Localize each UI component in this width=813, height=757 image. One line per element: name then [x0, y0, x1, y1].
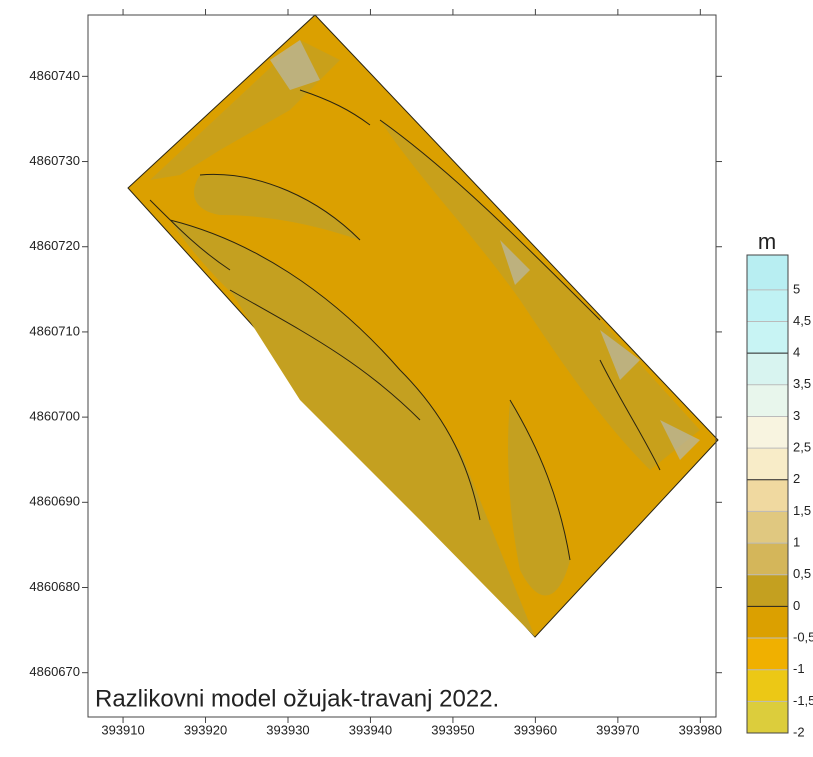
- zone: [508, 400, 570, 596]
- colorbar-tick-label: 5: [793, 281, 800, 296]
- colorbar-band: [747, 669, 788, 702]
- colorbar-band: [747, 255, 788, 290]
- x-tick-label: 393970: [596, 722, 639, 737]
- survey-area: [127, 14, 719, 638]
- x-tick-label: 393930: [266, 722, 309, 737]
- y-tick-label: 4860670: [29, 664, 80, 679]
- map-surface: [127, 14, 719, 638]
- colorbar-band: [747, 511, 788, 544]
- colorbar-tick-label: 0,5: [793, 566, 811, 581]
- contour-line: [149, 89, 661, 561]
- colorbar-tick-label: -1: [793, 661, 805, 676]
- colorbar-band: [747, 543, 788, 575]
- colorbar-band: [747, 701, 788, 733]
- y-tick-label: 4860700: [29, 409, 80, 424]
- colorbar-tick-label: 0: [793, 598, 800, 613]
- colorbar-tick-label: 3: [793, 408, 800, 423]
- colorbar-band: [747, 574, 788, 607]
- zone: [230, 290, 535, 637]
- colorbar-tick-label: -2: [793, 724, 805, 739]
- y-tick-label: 4860740: [29, 68, 80, 83]
- colorbar-tick-label: 3,5: [793, 376, 811, 391]
- colorbar-band: [747, 638, 788, 670]
- y-tick-label: 4860730: [29, 153, 80, 168]
- x-tick-label: 393910: [101, 722, 144, 737]
- colorbar-title: m: [758, 229, 776, 254]
- x-tick-label: 393940: [349, 722, 392, 737]
- y-tick-label: 4860710: [29, 323, 80, 338]
- colorbar-frame: [746, 254, 789, 734]
- annotation: Razlikovni model ožujak-travanj 2022.: [95, 685, 499, 712]
- colorbar-band: [747, 353, 788, 385]
- colorbar-tick-label: 4,5: [793, 313, 811, 328]
- colorbar-tick-label: 1,5: [793, 503, 811, 518]
- y-tick-label: 4860720: [29, 238, 80, 253]
- colorbar-tick-label: -1,5: [793, 693, 813, 708]
- colorbar-tick-label: 2,5: [793, 440, 811, 455]
- colorbar-tick-label: 4: [793, 345, 800, 360]
- colorbar-tick-label: 2: [793, 471, 800, 486]
- colorbar-band: [747, 479, 788, 512]
- y-tick-label: 4860680: [29, 579, 80, 594]
- colorbar-band: [747, 606, 788, 639]
- x-tick-label: 393980: [679, 722, 722, 737]
- colorbar-tick-label: 1: [793, 535, 800, 550]
- colorbar-band: [747, 321, 788, 354]
- zone: [380, 120, 700, 470]
- x-tick-label: 393920: [184, 722, 227, 737]
- y-tick-label: 4860690: [29, 494, 80, 509]
- colorbar-tick-label: -0,5: [793, 629, 813, 644]
- zone: [194, 174, 360, 240]
- colorbar-band: [747, 416, 788, 449]
- plot-frame: [87, 14, 717, 718]
- colorbar-band: [747, 384, 788, 417]
- x-tick-label: 393960: [514, 722, 557, 737]
- colorbar-band: [747, 289, 788, 322]
- colorbar-band: [747, 448, 788, 480]
- zone: [270, 40, 700, 460]
- x-tick-label: 393950: [431, 722, 474, 737]
